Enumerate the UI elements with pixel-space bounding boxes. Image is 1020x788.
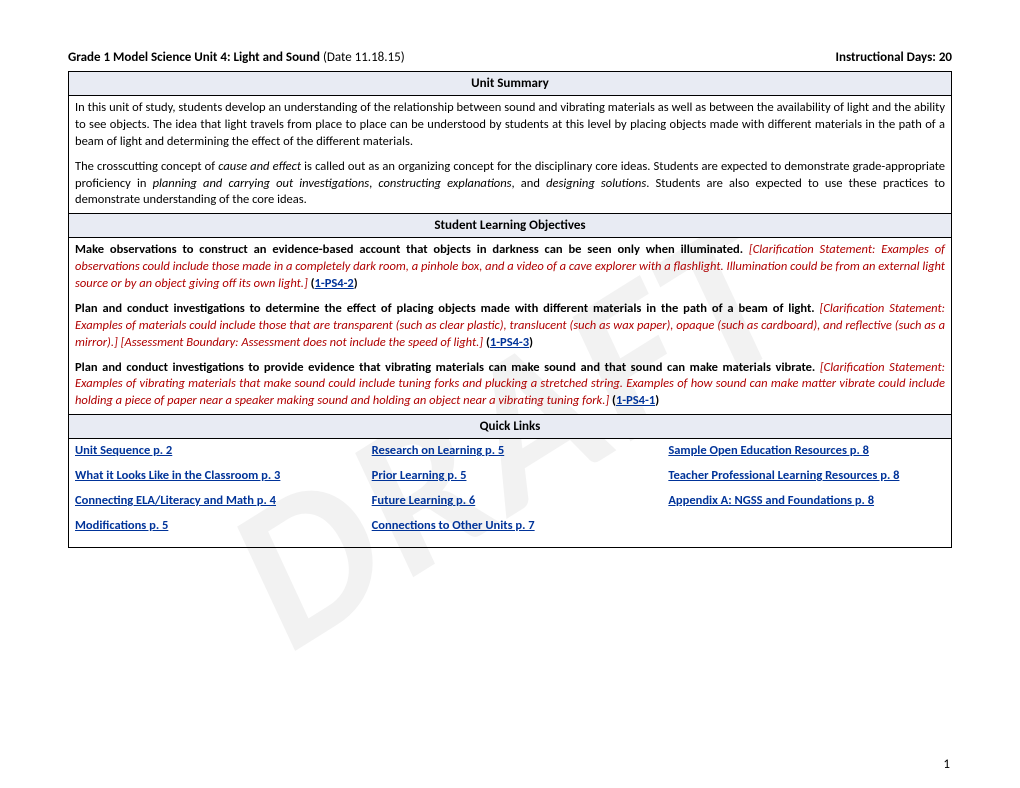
paren: )	[655, 393, 659, 408]
unit-summary-body: In this unit of study, students develop …	[69, 96, 952, 214]
link-modifications[interactable]: Modifications p. 5	[75, 518, 168, 533]
title-bold: Grade 1 Model Science Unit 4: Light and …	[68, 50, 320, 65]
text: ,	[369, 176, 378, 191]
link-prior-learning[interactable]: Prior Learning p. 5	[372, 468, 467, 483]
slo-3: Plan and conduct investigations to provi…	[75, 360, 945, 411]
link-1-ps4-3[interactable]: 1-PS4-3	[490, 335, 529, 350]
slo-heading: Student Learning Objectives	[69, 214, 952, 238]
link-what-it-looks-like[interactable]: What it Looks Like in the Classroom p. 3	[75, 468, 280, 483]
text-italic: cause and effect	[218, 159, 301, 174]
document-content: Grade 1 Model Science Unit 4: Light and …	[68, 50, 952, 548]
unit-summary-p1: In this unit of study, students develop …	[75, 100, 945, 151]
slo-2: Plan and conduct investigations to deter…	[75, 301, 945, 352]
link-connections-other-units[interactable]: Connections to Other Units p. 7	[372, 518, 535, 533]
link-1-ps4-2[interactable]: 1-PS4-2	[315, 276, 354, 291]
slo-1: Make observations to construct an eviden…	[75, 242, 945, 293]
slo2-lead: Plan and conduct investigations to deter…	[75, 301, 820, 316]
slo1-lead: Make observations to construct an eviden…	[75, 242, 749, 257]
link-connecting-ela[interactable]: Connecting ELA/Literacy and Math p. 4	[75, 493, 276, 508]
quick-links-body: Unit Sequence p. 2 What it Looks Like in…	[69, 439, 952, 548]
slo-body: Make observations to construct an eviden…	[69, 238, 952, 415]
header-title: Grade 1 Model Science Unit 4: Light and …	[68, 50, 405, 65]
link-1-ps4-1[interactable]: 1-PS4-1	[616, 393, 655, 408]
link-sample-oer[interactable]: Sample Open Education Resources p. 8	[668, 443, 869, 458]
text-italic: designing solutions	[546, 176, 646, 191]
unit-summary-heading: Unit Summary	[69, 72, 952, 96]
text-italic: planning and carrying out investigations	[153, 176, 370, 191]
link-research-learning[interactable]: Research on Learning p. 5	[372, 443, 505, 458]
quick-links-col-2: Research on Learning p. 5 Prior Learning…	[372, 443, 649, 543]
document-table: Unit Summary In this unit of study, stud…	[68, 71, 952, 548]
quick-links-col-1: Unit Sequence p. 2 What it Looks Like in…	[75, 443, 352, 543]
paren: (	[308, 276, 315, 291]
page-number: 1	[943, 757, 950, 772]
paren: (	[483, 335, 490, 350]
quick-links-col-3: Sample Open Education Resources p. 8 Tea…	[668, 443, 945, 543]
paren: )	[529, 335, 533, 350]
slo3-lead: Plan and conduct investigations to provi…	[75, 360, 820, 375]
link-future-learning[interactable]: Future Learning p. 6	[372, 493, 476, 508]
paren: (	[609, 393, 616, 408]
instructional-days: Instructional Days: 20	[836, 50, 953, 65]
link-unit-sequence[interactable]: Unit Sequence p. 2	[75, 443, 172, 458]
text: , and	[512, 176, 547, 191]
link-teacher-pl[interactable]: Teacher Professional Learning Resources …	[668, 468, 899, 483]
unit-summary-p2: The crosscutting concept of cause and ef…	[75, 159, 945, 210]
title-date: (Date 11.18.15)	[320, 50, 405, 65]
page-header: Grade 1 Model Science Unit 4: Light and …	[68, 50, 952, 65]
link-appendix-a[interactable]: Appendix A: NGSS and Foundations p. 8	[668, 493, 874, 508]
text: The crosscutting concept of	[75, 159, 218, 174]
text-italic: constructing explanations	[378, 176, 511, 191]
quick-links-heading: Quick Links	[69, 415, 952, 439]
paren: )	[354, 276, 358, 291]
